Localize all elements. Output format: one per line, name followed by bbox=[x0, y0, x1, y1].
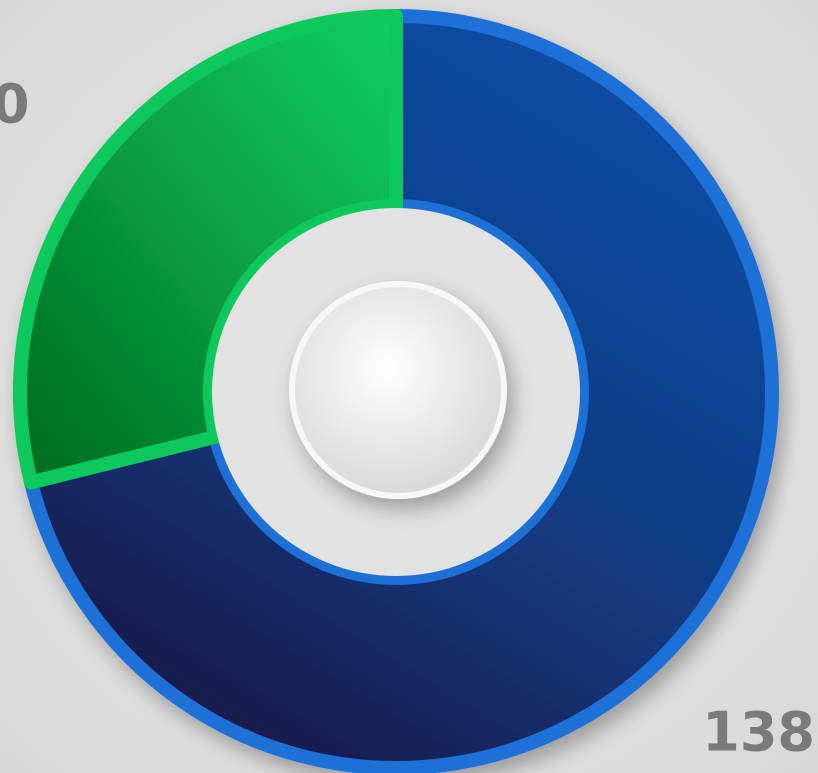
annotation: 0 bbox=[0, 73, 30, 136]
donut-segment bbox=[24, 9, 779, 773]
donut bbox=[13, 9, 779, 773]
center-knob bbox=[289, 281, 507, 499]
donut-segment bbox=[13, 9, 403, 490]
data-label: 138 bbox=[702, 701, 815, 764]
